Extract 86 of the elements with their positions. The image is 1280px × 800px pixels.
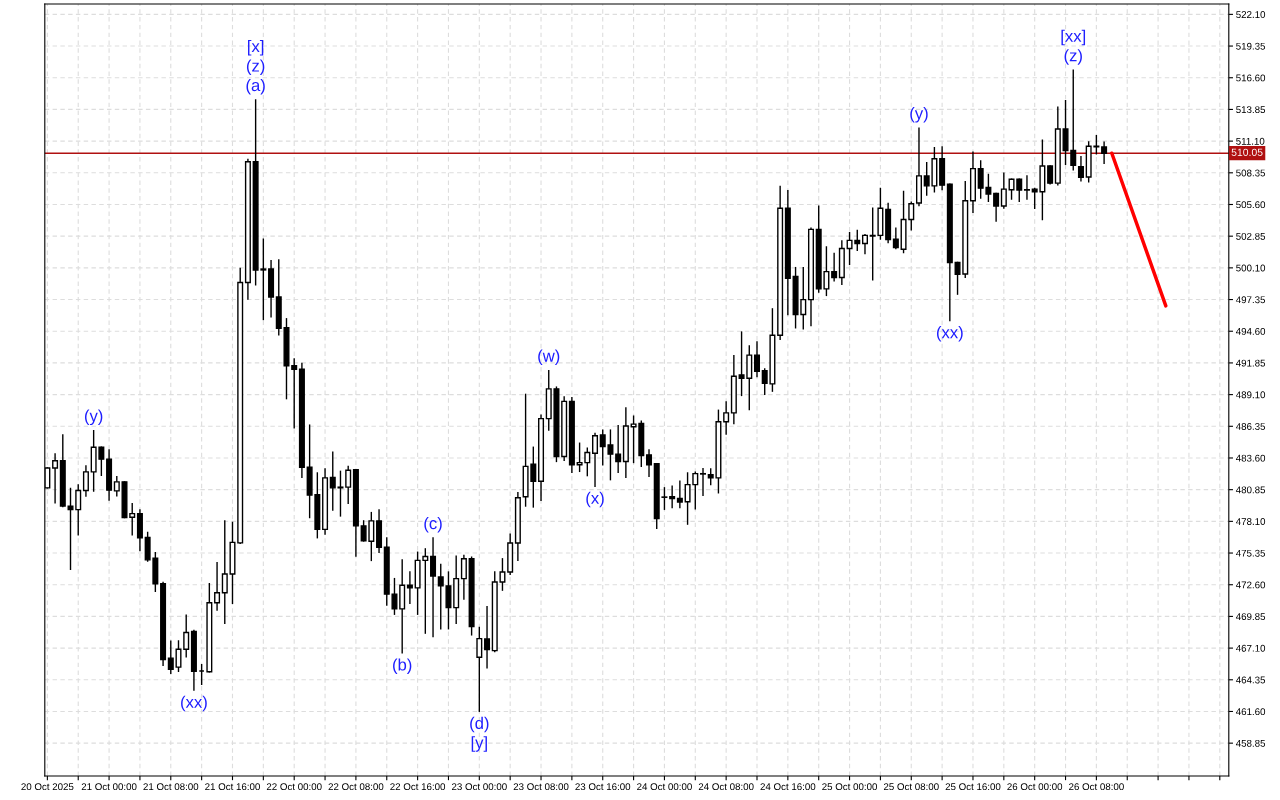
annotation: (b) <box>393 658 412 674</box>
candlestick <box>592 432 599 487</box>
annotation: [xx] <box>1061 29 1086 46</box>
y-tick-label: 461.60 <box>1235 708 1266 716</box>
candlestick <box>1023 175 1030 200</box>
candlestick <box>993 192 1000 222</box>
x-tick-label: 25 Oct 08:00 <box>883 783 939 791</box>
annotation: (w) <box>538 349 560 366</box>
ref-line-label: 510.05 <box>1231 148 1263 157</box>
x-tick-label: 26 Oct 08:00 <box>1069 783 1124 791</box>
y-tick-label: 475.35 <box>1235 549 1266 557</box>
candlestick <box>476 626 483 712</box>
y-tick-label: 486.35 <box>1235 423 1266 430</box>
x-tick-label: 23 Oct 16:00 <box>575 783 631 791</box>
x-tick-label: 26 Oct 00:00 <box>1007 783 1063 791</box>
candlestick <box>892 227 899 250</box>
candlestick <box>345 465 352 505</box>
candlestick <box>1077 156 1084 182</box>
candlestick <box>484 605 491 669</box>
candlestick <box>615 425 622 473</box>
y-tick-label: 483.60 <box>1235 454 1266 462</box>
x-tick-label: 20 Oct 2025 <box>21 783 74 791</box>
y-tick-label: 508.35 <box>1236 169 1266 177</box>
y-tick-label: 467.10 <box>1235 644 1266 652</box>
candlestick <box>753 341 761 378</box>
y-tick-label: 505.60 <box>1236 201 1266 209</box>
candlestick <box>723 401 730 435</box>
annotation: (a) <box>246 78 265 95</box>
y-tick-label: 497.35 <box>1235 296 1266 304</box>
x-tick-label: 23 Oct 08:00 <box>513 783 569 791</box>
annotation: [y] <box>471 736 487 752</box>
candlestick <box>291 358 298 429</box>
y-tick-label: 494.60 <box>1235 327 1266 335</box>
annotation: (c) <box>424 516 442 533</box>
candlestick <box>460 554 467 600</box>
x-tick-label: 22 Oct 00:00 <box>266 783 322 791</box>
annotation: (y) <box>84 409 103 426</box>
x-tick-label: 21 Oct 08:00 <box>143 783 199 791</box>
x-tick-label: 22 Oct 08:00 <box>328 783 384 791</box>
candlestick <box>861 233 868 255</box>
candlestick <box>1101 141 1108 165</box>
annotation: (z) <box>1064 49 1082 65</box>
x-tick-label: 24 Oct 16:00 <box>760 783 816 791</box>
annotation: [x] <box>248 40 264 56</box>
y-tick-label: 458.85 <box>1235 739 1266 747</box>
annotation: (xx) <box>936 326 963 342</box>
y-tick-label: 502.85 <box>1236 232 1266 240</box>
x-tick-label: 23 Oct 00:00 <box>451 783 507 791</box>
candlestick <box>430 537 437 638</box>
y-tick-label: 469.85 <box>1235 613 1266 621</box>
y-tick-label: 500.10 <box>1236 264 1266 272</box>
y-tick-label: 489.10 <box>1235 391 1266 399</box>
y-tick-label: 513.85 <box>1236 106 1266 114</box>
y-tick-label: 464.35 <box>1235 676 1266 684</box>
y-tick-label: 480.85 <box>1235 486 1266 494</box>
candlestick <box>44 467 51 489</box>
x-tick-label: 21 Oct 16:00 <box>205 783 260 791</box>
candlestick <box>669 485 676 509</box>
x-tick-label: 24 Oct 00:00 <box>637 783 692 791</box>
annotation: (x) <box>586 491 604 508</box>
y-tick-label: 472.60 <box>1235 581 1266 589</box>
y-tick-label: 519.35 <box>1236 42 1266 50</box>
x-tick-label: 25 Oct 00:00 <box>822 783 878 791</box>
annotation: (xx) <box>181 695 207 712</box>
annotation: (z) <box>246 59 265 75</box>
candlestick <box>646 449 653 477</box>
annotation: (y) <box>910 107 928 123</box>
y-tick-label: 522.10 <box>1236 11 1266 18</box>
y-tick-label: 516.60 <box>1236 74 1266 82</box>
y-tick-label: 511.10 <box>1236 137 1265 145</box>
y-tick-label: 478.10 <box>1235 518 1266 525</box>
x-tick-label: 22 Oct 16:00 <box>390 783 446 791</box>
candlestick <box>82 465 89 497</box>
candlestick <box>406 571 413 605</box>
candlestick <box>52 453 59 504</box>
candlestick <box>831 252 838 282</box>
candlestick <box>399 559 406 654</box>
annotation: (d) <box>470 716 489 733</box>
y-tick-label: 491.85 <box>1235 359 1266 367</box>
candlestick <box>1000 172 1007 209</box>
candlestick <box>699 468 707 497</box>
x-tick-label: 25 Oct 16:00 <box>945 783 1001 791</box>
x-tick-label: 24 Oct 08:00 <box>698 783 754 791</box>
candlestick <box>214 562 221 611</box>
x-tick-label: 21 Oct 00:00 <box>81 783 137 791</box>
candlestick <box>676 480 683 509</box>
